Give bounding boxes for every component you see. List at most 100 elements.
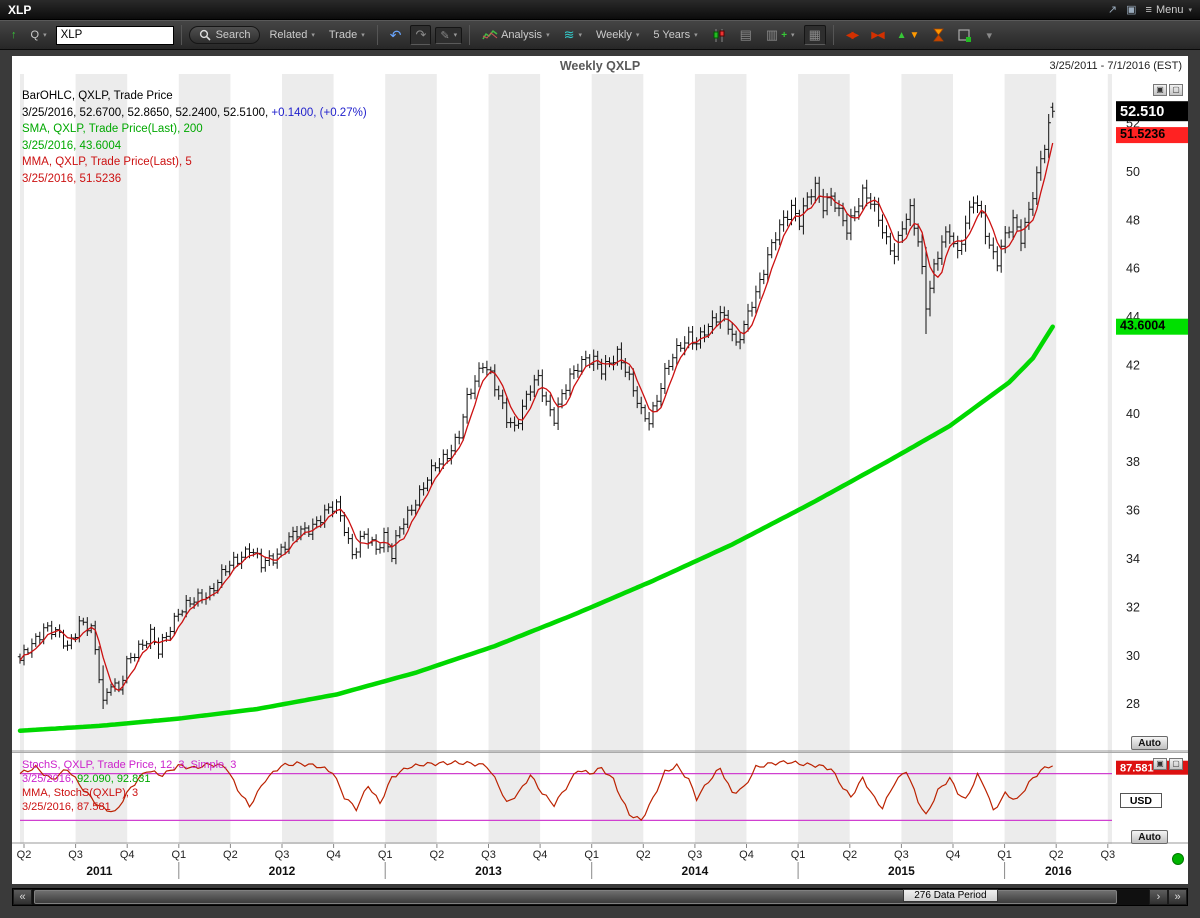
chart-panel: Weekly QXLP 3/25/2011 - 7/1/2016 (EST) 2… [12,56,1188,884]
analysis-button[interactable]: Analysis ▾ [477,27,554,43]
layout-grid-button[interactable]: ▦ [803,25,826,45]
svg-text:Q3: Q3 [275,849,290,861]
svg-text:Q4: Q4 [120,849,135,861]
svg-text:Q3: Q3 [1100,849,1115,861]
pointer-mode-button[interactable] [953,27,977,44]
chevron-down-icon: ▾ [578,32,582,39]
svg-text:Q4: Q4 [739,849,754,861]
search-icon [199,29,211,41]
svg-text:Q3: Q3 [688,849,703,861]
expand-bars-button[interactable]: ▶◀ [871,29,884,41]
svg-text:40: 40 [1126,407,1140,421]
data-period-label: 276 Data Period [903,889,998,902]
pane-header: Weekly QXLP 3/25/2011 - 7/1/2016 (EST) [12,56,1188,74]
analysis-icon [482,29,498,40]
symbol-type-button[interactable]: Q ▾ [26,27,52,43]
popout-icon[interactable]: ↗ [1107,4,1118,16]
hourglass-icon [933,28,945,42]
scrollbar-thumb[interactable] [34,890,1118,904]
chevron-down-icon: ▾ [1188,6,1192,14]
time-scrollbar: « 276 Data Period › » [12,888,1188,906]
period-button[interactable]: Weekly ▾ [591,27,644,43]
svg-text:2013: 2013 [475,864,502,878]
related-label: Related [269,29,308,41]
svg-text:Q1: Q1 [171,849,186,861]
more-tools-button[interactable]: ▾ [986,29,992,42]
analysis-label: Analysis [501,29,543,41]
scrollbar-track[interactable]: 276 Data Period [32,889,1149,905]
menu-label: Menu [1155,3,1184,16]
pane-maximize-icon[interactable]: ▣ [1153,84,1167,96]
replay-button[interactable] [928,26,949,44]
candlestick-icon [713,28,725,42]
range-button[interactable]: 5 Years ▾ [648,27,702,43]
cursor-icon [958,28,972,42]
trade-button[interactable]: Trade ▾ [324,27,370,43]
svg-text:Q2: Q2 [636,849,651,861]
pane-minimize-icon[interactable]: ▢ [1169,758,1183,770]
svg-text:28: 28 [1126,697,1140,711]
symbol-up-button[interactable]: ↑ [11,29,17,41]
scroll-left-button[interactable]: « [13,889,32,905]
draw-tool-button[interactable]: ✎ ▾ [435,26,463,44]
svg-text:Q4: Q4 [326,849,341,861]
stoch-auto-scale-button[interactable]: Auto [1131,830,1168,844]
window-title: XLP [8,2,32,17]
period-label: Weekly [596,29,632,41]
chevron-down-icon: ▾ [453,32,458,39]
add-study-button[interactable]: ▥ + ▾ [761,25,800,45]
add-chart-icon: ▥ [765,27,779,42]
currency-label: USD [1119,793,1162,808]
symbol-type-label: Q [30,29,40,41]
svg-text:2012: 2012 [269,864,296,878]
symbol-input[interactable] [55,25,174,45]
scroll-right-button[interactable]: › [1149,889,1168,905]
undo-button[interactable]: ↶ [389,26,402,43]
svg-text:30: 30 [1126,649,1140,663]
scroll-end-button[interactable]: » [1168,889,1187,905]
menu-button[interactable]: ≡ Menu ▾ [1146,4,1192,16]
compress-bars-button[interactable]: ◀▶ [845,29,859,41]
search-label: Search [215,29,251,41]
search-button[interactable]: Search [188,26,261,44]
arrow-up-icon: ▲ [896,29,907,41]
pane-minimize-icon[interactable]: ▢ [1169,84,1183,96]
waves-icon: ≋ [563,27,575,42]
price-chart[interactable]: 2830323436384042444648505243.600451.5236… [12,74,1188,752]
svg-text:32: 32 [1126,600,1140,614]
redo-button[interactable]: ↷ [410,25,432,45]
svg-text:Q1: Q1 [791,849,806,861]
svg-text:50: 50 [1126,165,1140,179]
pin-icon[interactable]: ▣ [1126,4,1137,16]
snapshot-button[interactable]: ▤ [739,27,752,42]
svg-text:Q2: Q2 [223,849,238,861]
trade-label: Trade [328,29,358,41]
chevron-down-icon: ▾ [694,32,698,39]
stoch-chart[interactable]: 87.581 [12,752,1188,844]
svg-text:Q2: Q2 [1049,849,1064,861]
svg-text:Q3: Q3 [68,849,83,861]
svg-text:Q3: Q3 [481,849,496,861]
chevron-down-icon: ▾ [546,32,550,39]
related-button[interactable]: Related ▾ [264,27,319,43]
chevron-down-icon: ▾ [361,32,365,39]
svg-text:2011: 2011 [86,864,112,878]
chevron-down-icon: ▾ [635,32,640,39]
svg-text:Q2: Q2 [842,849,857,861]
arrow-down-icon: ▼ [909,29,920,41]
pane-maximize-icon[interactable]: ▣ [1153,758,1167,770]
date-range: 3/25/2011 - 7/1/2016 (EST) [1049,60,1183,72]
svg-text:52.510: 52.510 [1120,104,1164,120]
svg-text:Q3: Q3 [894,849,909,861]
svg-text:Q1: Q1 [997,849,1012,861]
indicators-button[interactable]: ≋ ▾ [559,25,587,45]
toolbar-separator [832,25,834,45]
svg-text:Q2: Q2 [17,849,32,861]
chevron-down-icon: ▾ [43,32,47,39]
scale-buttons[interactable]: ▲ ▼ [892,28,925,43]
chart-title: Weekly QXLP [559,59,641,73]
price-auto-scale-button[interactable]: Auto [1131,736,1168,750]
plus-icon: + [781,29,788,41]
svg-text:36: 36 [1126,504,1140,518]
chart-style-button[interactable] [707,27,731,44]
